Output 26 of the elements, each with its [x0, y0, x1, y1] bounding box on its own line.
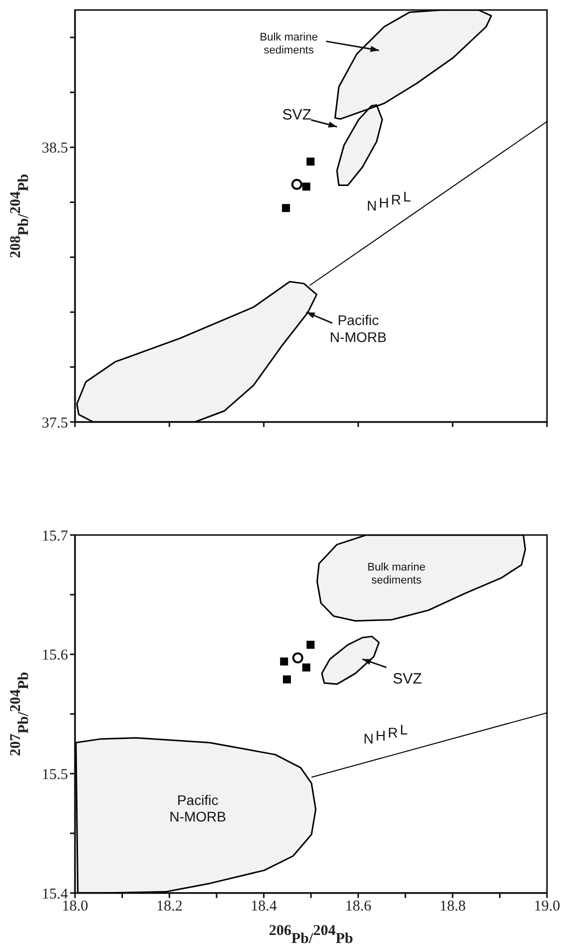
point — [306, 640, 315, 649]
point — [302, 663, 310, 672]
series-label: Pacific N-MORB — [169, 792, 226, 825]
series-label: Pacific N-MORB — [330, 312, 387, 345]
point — [306, 158, 315, 166]
x-tick-label: 18.8 — [439, 898, 466, 915]
x-tick-label: 18.2 — [156, 898, 183, 915]
y-tick-label: 37.5 — [42, 415, 68, 432]
series-label: SVZ — [392, 670, 422, 688]
y-tick-label: 15.7 — [42, 528, 68, 544]
x-tick-label: 19.0 — [534, 898, 560, 915]
y-tick-label: 15.6 — [42, 648, 68, 664]
point — [292, 652, 304, 664]
y-tick-label: 38.5 — [42, 140, 68, 157]
series-label: Bulk marine sediments — [367, 561, 426, 587]
point — [291, 178, 302, 190]
x-tick-label: 18.6 — [345, 898, 372, 915]
text: Bulk marine sediments — [260, 31, 318, 57]
point — [282, 204, 290, 212]
point — [280, 657, 288, 666]
point — [302, 182, 310, 191]
y-tick-label: 15.5 — [42, 766, 68, 783]
point — [282, 675, 291, 684]
x-tick-label: 18.4 — [250, 898, 278, 915]
text: SVZ — [282, 106, 312, 124]
x-tick-label: 18.0 — [62, 898, 88, 915]
